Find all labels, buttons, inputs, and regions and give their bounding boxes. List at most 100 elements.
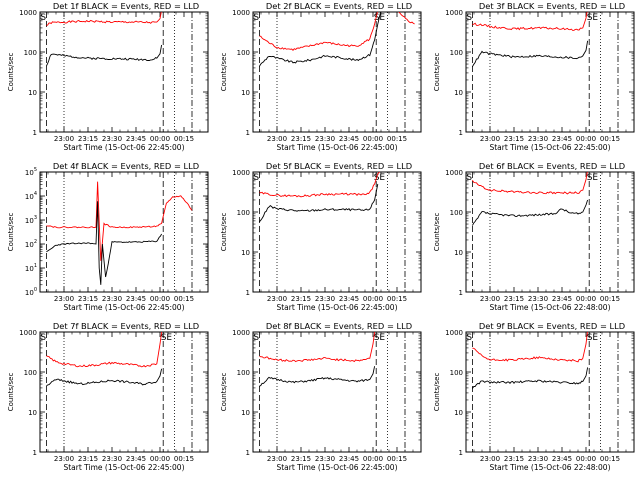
y-tick-label: 100 — [25, 287, 37, 297]
x-tick-label: 23:00 — [480, 135, 500, 143]
x-tick-label: 23:30 — [315, 295, 335, 303]
lld-series-line — [46, 12, 162, 26]
y-tick-label: 1000 — [19, 329, 37, 337]
y-axis-label: Counts/sec — [433, 53, 441, 92]
detector-panel: Det 9f BLACK = Events, RED = LLD 1 10 100 10… — [433, 321, 635, 472]
panel-title: Det 8f BLACK = Events, RED = LLD — [266, 321, 412, 331]
detector-panel: Det 6f BLACK = Events, RED = LLD 1 10 100 10… — [433, 161, 635, 312]
y-tick-label: 102 — [25, 239, 37, 249]
x-tick-label: 00:15 — [600, 135, 620, 143]
y-tick-label: 101 — [25, 263, 37, 273]
marker-annotation: S — [253, 333, 259, 343]
x-tick-label: 23:30 — [102, 295, 122, 303]
x-tick-label: 23:00 — [267, 455, 287, 463]
y-tick-label: 1000 — [445, 169, 463, 177]
events-series-line — [259, 12, 382, 67]
x-tick-label: 23:30 — [528, 135, 548, 143]
events-series-line — [45, 44, 163, 67]
lld-series-line — [472, 12, 588, 31]
x-tick-label: 23:00 — [480, 295, 500, 303]
y-axis-label: Counts/sec — [220, 373, 228, 412]
x-tick-label: 23:45 — [126, 135, 146, 143]
panel-title: Det 1f BLACK = Events, RED = LLD — [53, 1, 199, 11]
x-tick-label: 00:00 — [150, 135, 170, 143]
y-tick-label: 1 — [459, 449, 463, 457]
x-tick-label: 23:45 — [339, 455, 359, 463]
plot-frame — [252, 331, 422, 453]
detector-panel: Det 3f BLACK = Events, RED = LLD 1 10 100 10… — [433, 1, 635, 152]
x-tick-label: 23:30 — [528, 455, 548, 463]
marker-annotation: SE — [374, 173, 386, 183]
y-axis-label: Counts/sec — [433, 213, 441, 252]
x-tick-label: 00:15 — [387, 455, 407, 463]
y-axis-label: Counts/sec — [7, 53, 15, 92]
y-tick-label: 105 — [25, 167, 37, 177]
x-tick-label: 23:45 — [339, 295, 359, 303]
events-series-line — [472, 367, 589, 389]
plot-frame — [465, 11, 635, 133]
x-tick-label: 00:00 — [576, 295, 596, 303]
detector-panel: Det 7f BLACK = Events, RED = LLD 1 10 100 10… — [7, 321, 209, 472]
x-tick-label: 23:30 — [102, 455, 122, 463]
y-tick-label: 100 — [450, 209, 463, 217]
lld-series-line — [46, 181, 193, 261]
x-tick-label: 00:15 — [174, 295, 194, 303]
x-tick-label: 00:00 — [576, 455, 596, 463]
y-tick-label: 1 — [33, 129, 37, 137]
marker-annotation: S — [466, 13, 472, 23]
lld-series-line — [259, 332, 376, 363]
y-axis-label: Counts/sec — [433, 373, 441, 412]
y-tick-label: 1 — [459, 289, 463, 297]
detector-panel: Det 4f BLACK = Events, RED = LLD 100 101 10… — [7, 161, 209, 312]
x-tick-label: 23:45 — [552, 135, 572, 143]
marker-annotation: SE — [587, 13, 599, 23]
marker-annotation: S — [40, 13, 46, 23]
detector-panel: Det 2f BLACK = Events, RED = LLD 1 10 100 10… — [220, 1, 422, 152]
x-tick-label: 23:45 — [552, 295, 572, 303]
y-axis-label: Counts/sec — [7, 373, 15, 412]
y-tick-label: 10 — [454, 249, 463, 257]
marker-annotation: S — [466, 173, 472, 183]
y-tick-label: 1 — [246, 289, 250, 297]
lld-series-line — [472, 172, 588, 195]
detector-panel: Det 8f BLACK = Events, RED = LLD 1 10 100 10… — [220, 321, 422, 472]
y-axis-label: Counts/sec — [220, 53, 228, 92]
y-tick-label: 1000 — [232, 169, 250, 177]
y-tick-label: 10 — [454, 89, 463, 97]
x-tick-label: 23:00 — [267, 135, 287, 143]
y-tick-label: 1000 — [232, 329, 250, 337]
x-tick-label: 23:00 — [54, 135, 74, 143]
x-tick-label: 23:15 — [291, 455, 311, 463]
x-axis-label: Start Time (15-Oct-06 22:45:00) — [276, 143, 397, 152]
y-tick-label: 1000 — [19, 9, 37, 17]
x-tick-label: 00:00 — [363, 295, 383, 303]
x-tick-label: 23:15 — [504, 455, 524, 463]
x-tick-label: 00:15 — [387, 135, 407, 143]
lld-series-line — [259, 172, 381, 198]
x-axis-label: Start Time (15-Oct-06 22:45:00) — [63, 143, 184, 152]
y-tick-label: 100 — [237, 369, 250, 377]
marker-annotation: SE — [374, 333, 386, 343]
marker-annotation: SE — [587, 333, 599, 343]
x-axis-label: Start Time (15-Oct-06 22:45:00) — [63, 303, 184, 312]
y-tick-label: 1 — [33, 449, 37, 457]
y-tick-label: 1000 — [232, 9, 250, 17]
x-tick-label: 00:00 — [150, 455, 170, 463]
y-tick-label: 10 — [241, 249, 250, 257]
x-tick-label: 00:15 — [387, 295, 407, 303]
panel-title: Det 5f BLACK = Events, RED = LLD — [266, 161, 412, 171]
marker-annotation: SE — [587, 173, 599, 183]
x-tick-label: 23:30 — [315, 455, 335, 463]
plot-frame — [465, 171, 635, 293]
x-tick-label: 00:00 — [363, 455, 383, 463]
marker-annotation: S — [253, 173, 259, 183]
y-tick-label: 104 — [25, 191, 37, 201]
x-tick-label: 23:15 — [504, 135, 524, 143]
y-tick-label: 10 — [241, 89, 250, 97]
panel-title: Det 2f BLACK = Events, RED = LLD — [266, 1, 412, 11]
y-tick-label: 1000 — [445, 329, 463, 337]
y-axis-label: Counts/sec — [7, 213, 15, 252]
panel-title: Det 6f BLACK = Events, RED = LLD — [479, 161, 625, 171]
marker-annotation: SE — [161, 333, 173, 343]
